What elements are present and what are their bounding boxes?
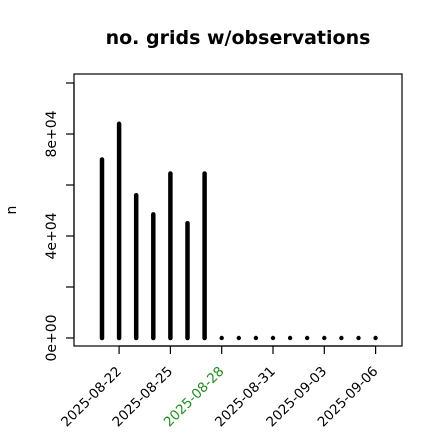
y-axis: 0e+00 4e+04 8e+04 bbox=[44, 82, 75, 362]
bar-zero-point bbox=[253, 335, 259, 341]
bar-zero-point bbox=[373, 335, 378, 341]
x-axis: 2025-08-222025-08-252025-08-282025-08-31… bbox=[58, 345, 381, 430]
bar-zero-point bbox=[322, 335, 327, 341]
y-tick-label: 4e+04 bbox=[44, 212, 60, 259]
bar-zero-point bbox=[270, 335, 276, 341]
y-tick-label: 8e+04 bbox=[44, 110, 60, 157]
y-axis-label: n bbox=[4, 206, 20, 215]
plot-box bbox=[73, 73, 403, 347]
chart-title: no. grids w/observations bbox=[106, 27, 371, 49]
bars bbox=[99, 121, 378, 341]
y-tick-label: 0e+00 bbox=[44, 314, 60, 361]
bar-zero-point bbox=[287, 335, 293, 341]
bar-zero-point bbox=[356, 335, 361, 341]
bar-zero-point bbox=[339, 335, 344, 341]
bar-zero-point bbox=[305, 335, 310, 341]
bar-zero-point bbox=[236, 335, 241, 341]
bar-zero-point bbox=[219, 335, 224, 341]
